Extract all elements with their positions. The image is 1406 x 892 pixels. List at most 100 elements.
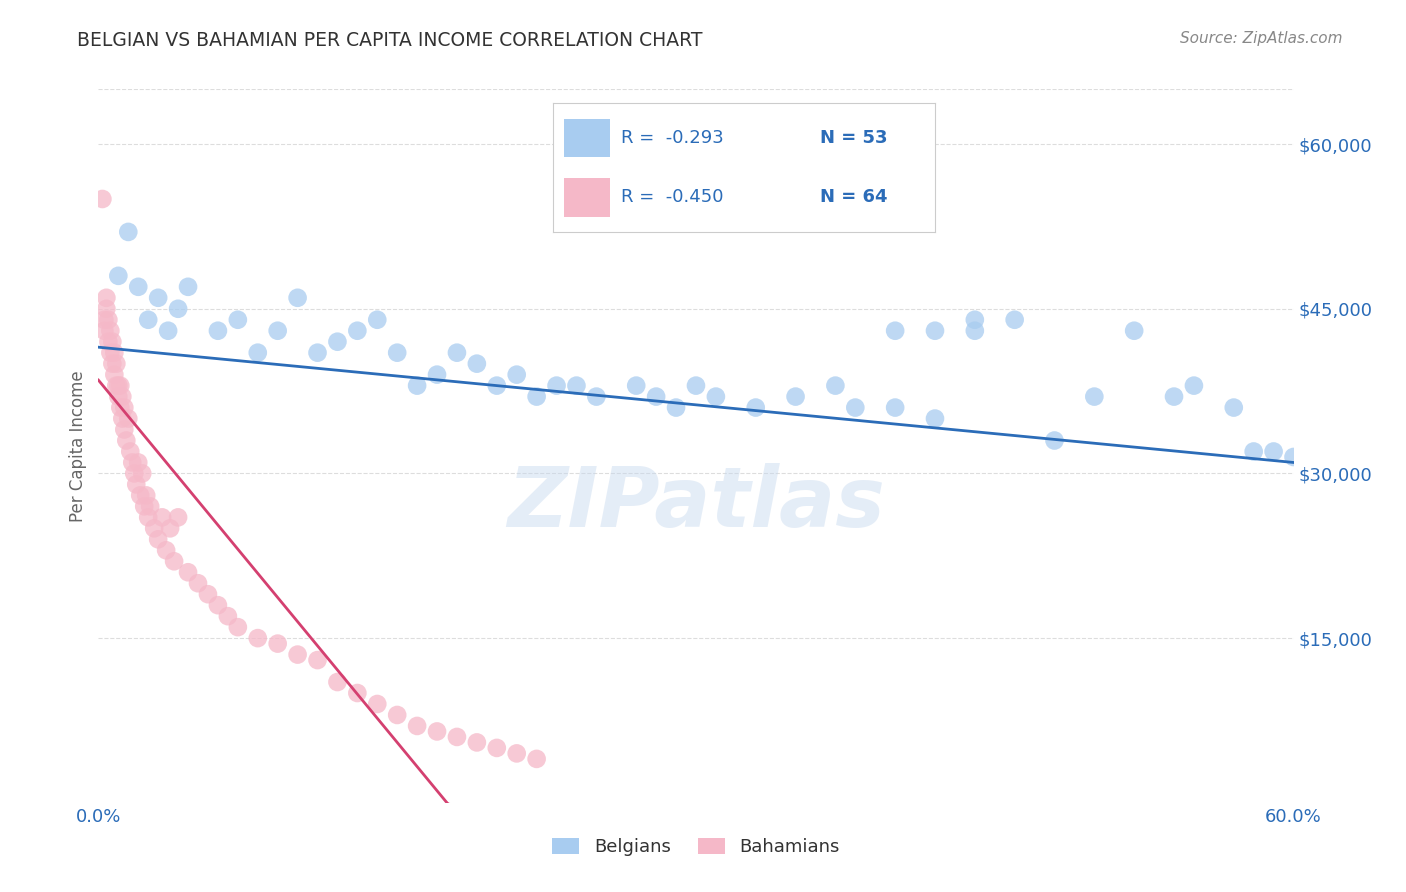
Point [844,401,866,415]
Point [585,390,607,404]
Point [307,345,329,359]
Point [685,378,707,392]
Point [129,488,152,502]
Point [112,423,135,437]
Point [139,500,162,514]
Point [136,312,159,326]
Point [111,411,134,425]
Point [385,708,409,723]
Point [101,334,124,349]
Point [127,455,149,469]
Point [406,719,429,733]
Point [326,334,349,349]
Point [506,368,529,382]
Point [366,312,388,326]
Point [148,533,170,547]
Point [287,648,309,662]
Point [1243,444,1265,458]
Point [124,467,146,481]
Point [346,686,368,700]
Point [157,324,180,338]
Point [111,390,134,404]
Point [426,368,449,382]
Point [121,455,143,469]
Point [217,609,239,624]
Point [107,378,129,392]
Point [93,312,115,326]
Point [177,280,200,294]
Point [446,730,468,744]
Point [197,587,219,601]
Point [1282,450,1305,464]
Point [267,324,290,338]
Point [150,510,173,524]
Point [127,280,149,294]
Point [135,488,157,502]
Point [884,401,907,415]
Point [924,411,946,425]
Point [626,378,648,392]
Point [385,345,409,359]
Point [96,301,118,316]
Point [131,467,153,481]
Point [326,675,349,690]
Point [96,291,118,305]
Point [1004,312,1026,326]
Point [1123,324,1146,338]
Point [1182,378,1205,392]
Point [645,390,668,404]
Point [406,378,429,392]
Point [117,411,139,425]
Point [465,357,488,371]
Point [120,444,142,458]
Point [307,653,329,667]
Point [110,378,132,392]
Point [110,401,132,415]
Legend: Belgians, Bahamians: Belgians, Bahamians [543,829,849,865]
Point [485,378,508,392]
Point [785,390,807,404]
Point [745,401,768,415]
Point [346,324,368,338]
Point [246,345,269,359]
Point [107,390,129,404]
Point [107,268,129,283]
Point [246,631,269,645]
Point [426,724,449,739]
Point [565,378,588,392]
Point [526,752,548,766]
Point [159,521,181,535]
Point [446,345,468,359]
Point [226,620,249,634]
Point [93,324,115,338]
Point [177,566,200,580]
Point [963,312,986,326]
Point [117,225,139,239]
Point [97,312,120,326]
Point [105,378,128,392]
Text: BELGIAN VS BAHAMIAN PER CAPITA INCOME CORRELATION CHART: BELGIAN VS BAHAMIAN PER CAPITA INCOME CO… [77,31,703,50]
Point [465,735,488,749]
Point [103,345,125,359]
Text: ZIPatlas: ZIPatlas [508,463,884,543]
Point [1223,401,1246,415]
Point [526,390,548,404]
Point [103,368,125,382]
Point [187,576,209,591]
Point [167,510,190,524]
Point [115,434,138,448]
Point [506,747,529,761]
Point [98,324,122,338]
Point [884,324,907,338]
Point [963,324,986,338]
Point [91,192,114,206]
Point [207,324,229,338]
Point [924,324,946,338]
Point [163,554,186,568]
Point [267,637,290,651]
Point [207,598,229,612]
Point [134,500,156,514]
Point [148,291,170,305]
Y-axis label: Per Capita Income: Per Capita Income [69,370,87,522]
Point [167,301,190,316]
